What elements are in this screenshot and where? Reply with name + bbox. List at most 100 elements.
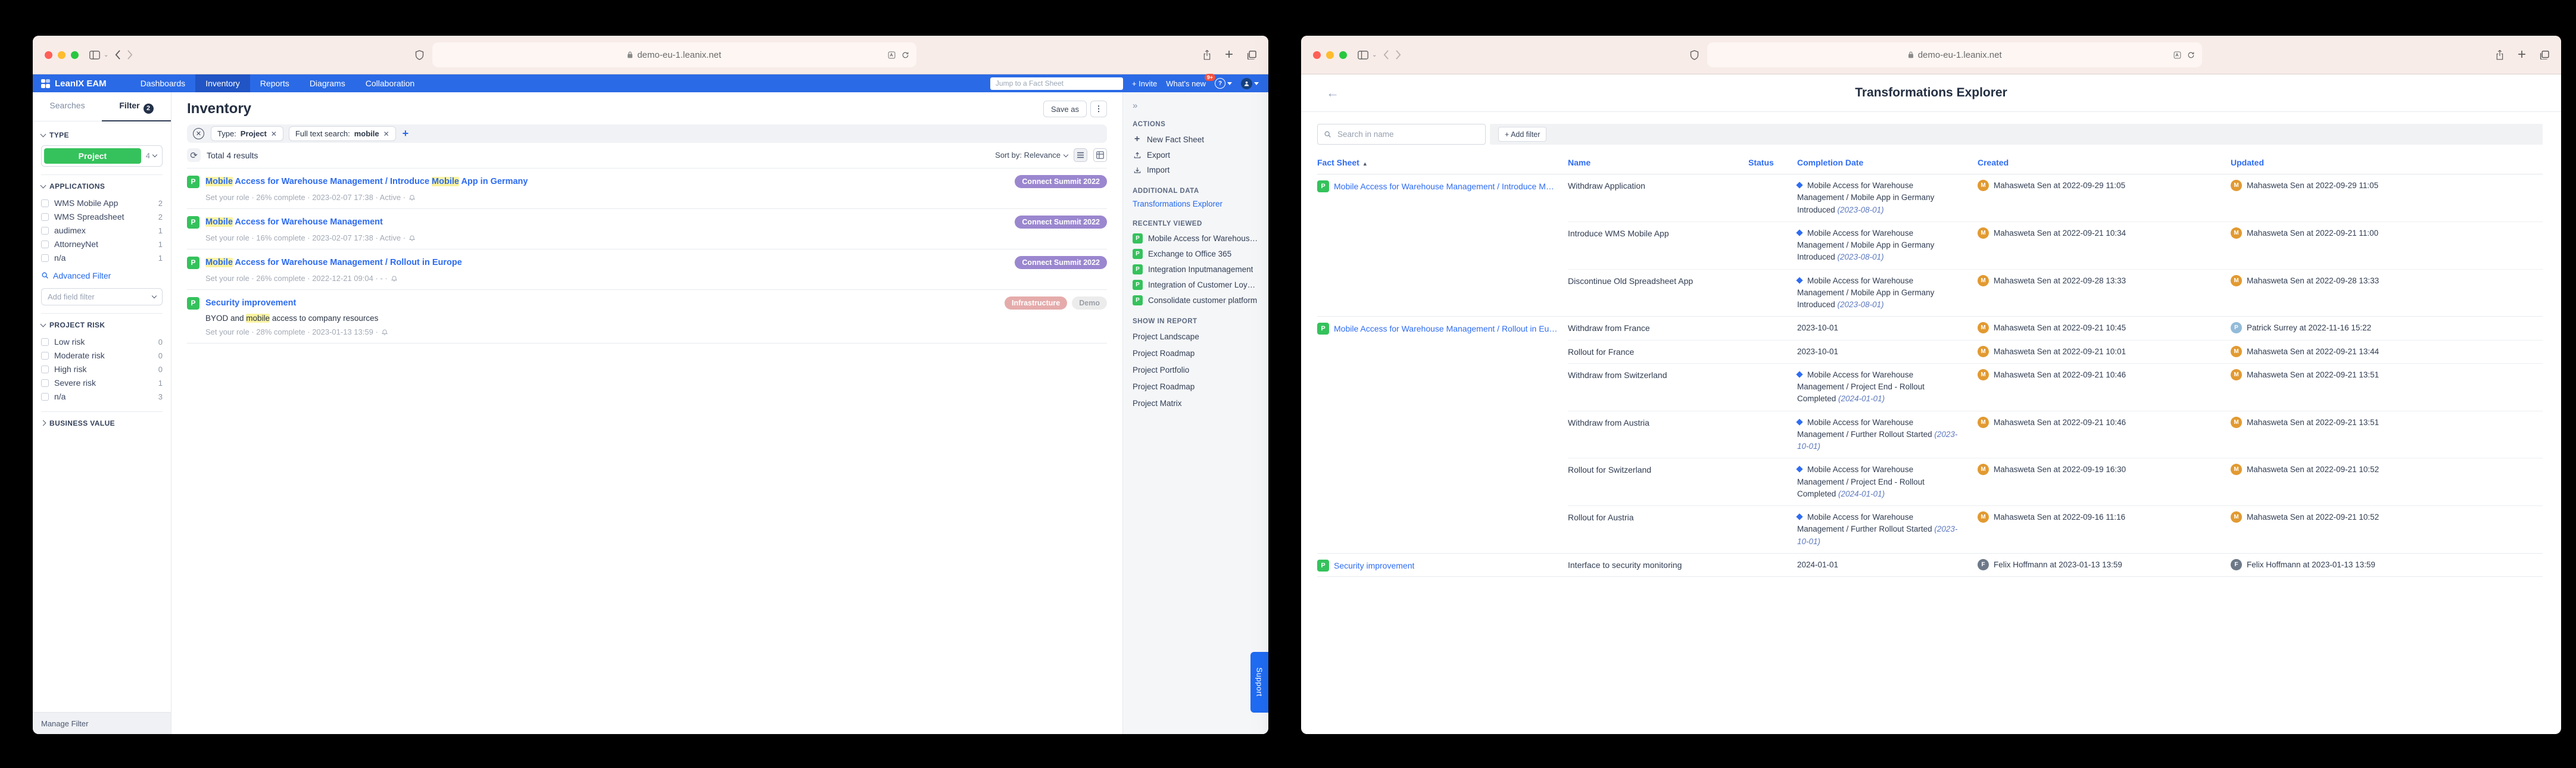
checkbox[interactable] xyxy=(41,338,49,346)
table-view-button[interactable] xyxy=(1093,148,1107,162)
type-project-pill[interactable]: Project xyxy=(44,148,141,164)
fact-sheet-link[interactable]: Mobile Access for Warehouse Management /… xyxy=(205,177,528,186)
new-tab-button[interactable]: + xyxy=(1224,46,1233,63)
share-icon[interactable] xyxy=(1202,49,1212,61)
column-header-fact-sheet[interactable]: Fact Sheet ▲ xyxy=(1317,158,1368,167)
sidebar-toggle-icon[interactable] xyxy=(1358,50,1368,60)
filter-option-applications[interactable]: n/a 1 xyxy=(41,251,163,265)
report-link[interactable]: Project Roadmap xyxy=(1133,382,1195,391)
shield-icon[interactable] xyxy=(415,49,424,60)
share-icon[interactable] xyxy=(2495,49,2505,61)
close-window-button[interactable] xyxy=(1313,51,1321,59)
type-filter-box[interactable]: Project 4 xyxy=(41,145,163,167)
nav-item-reports[interactable]: Reports xyxy=(260,79,289,88)
column-header-completion-date[interactable]: Completion Date xyxy=(1797,158,1864,167)
save-as-button[interactable]: Save as xyxy=(1043,101,1087,117)
zoom-window-button[interactable] xyxy=(1339,51,1347,59)
checkbox[interactable] xyxy=(41,240,49,248)
action-import[interactable]: Import xyxy=(1133,163,1260,177)
report-link[interactable]: Project Roadmap xyxy=(1133,348,1195,358)
user-menu[interactable] xyxy=(1241,77,1259,89)
report-link[interactable]: Project Portfolio xyxy=(1133,365,1190,374)
recently-viewed-item[interactable]: P Mobile Access for Warehouse M... xyxy=(1133,230,1260,246)
recently-viewed-item[interactable]: P Integration of Customer Loyalt... xyxy=(1133,277,1260,292)
translate-icon[interactable] xyxy=(2173,51,2181,59)
forward-button[interactable] xyxy=(1395,49,1402,60)
checkbox[interactable] xyxy=(41,199,49,207)
recently-viewed-item[interactable]: P Exchange to Office 365 xyxy=(1133,246,1260,261)
refresh-icon[interactable]: ⟳ xyxy=(187,148,201,162)
report-link[interactable]: Project Matrix xyxy=(1133,398,1182,408)
sidebar-tab-searches[interactable]: Searches xyxy=(49,101,85,110)
add-filter-button[interactable]: + Add filter xyxy=(1498,127,1547,142)
action-export[interactable]: Export xyxy=(1133,148,1260,163)
leanix-logo-icon[interactable] xyxy=(41,79,50,88)
nav-item-inventory[interactable]: Inventory xyxy=(195,74,250,92)
reload-icon[interactable] xyxy=(2187,51,2195,59)
nav-item-diagrams[interactable]: Diagrams xyxy=(309,79,345,88)
filter-option-project-risk[interactable]: Low risk 0 xyxy=(41,335,163,349)
checkbox[interactable] xyxy=(41,392,49,401)
filter-option-project-risk[interactable]: Moderate risk 0 xyxy=(41,349,163,363)
fact-sheet-search-input[interactable] xyxy=(990,77,1123,90)
add-field-filter-select[interactable]: Add field filter xyxy=(41,288,163,305)
zoom-window-button[interactable] xyxy=(71,51,79,59)
column-header-updated[interactable]: Updated xyxy=(2231,158,2264,167)
checkbox[interactable] xyxy=(41,379,49,387)
action-new-fact-sheet[interactable]: + New Fact Sheet xyxy=(1133,131,1260,148)
column-header-status[interactable]: Status xyxy=(1748,158,1774,167)
checkbox[interactable] xyxy=(41,213,49,221)
section-header-applications[interactable]: APPLICATIONS xyxy=(40,182,163,191)
back-button[interactable] xyxy=(114,49,121,60)
address-bar[interactable]: demo-eu-1.leanix.net xyxy=(1707,42,2203,67)
list-view-button[interactable] xyxy=(1074,148,1087,162)
forward-button[interactable] xyxy=(127,49,133,60)
section-header-business-value[interactable]: BUSINESS VALUE xyxy=(40,419,163,427)
manage-filter-link[interactable]: Manage Filter xyxy=(33,712,171,734)
invite-button[interactable]: + Invite xyxy=(1131,79,1158,88)
whats-new-button[interactable]: What's new 9+ xyxy=(1166,73,1215,88)
nav-item-collaboration[interactable]: Collaboration xyxy=(365,79,415,88)
checkbox[interactable] xyxy=(41,254,49,262)
nav-item-dashboards[interactable]: Dashboards xyxy=(140,79,186,88)
app-brand[interactable]: LeanIX EAM xyxy=(55,78,107,89)
collapse-panel-icon[interactable]: » xyxy=(1133,101,1138,111)
sidebar-tab-filter[interactable]: Filter 2 xyxy=(102,92,171,121)
fact-sheet-link[interactable]: Mobile Access for Warehouse Management /… xyxy=(205,258,462,267)
filter-pill[interactable]: Full text search: mobile ✕ xyxy=(288,126,396,141)
report-link[interactable]: Project Landscape xyxy=(1133,332,1199,341)
add-filter-button[interactable]: + xyxy=(402,127,409,139)
column-header-created[interactable]: Created xyxy=(1978,158,2009,167)
filter-option-project-risk[interactable]: Severe risk 1 xyxy=(41,376,163,390)
recently-viewed-item[interactable]: P Integration Inputmanagement xyxy=(1133,261,1260,277)
column-header-name[interactable]: Name xyxy=(1568,158,1591,167)
filter-option-project-risk[interactable]: n/a 3 xyxy=(41,390,163,404)
support-tab[interactable]: Support xyxy=(1250,652,1268,713)
close-window-button[interactable] xyxy=(45,51,52,59)
reload-icon[interactable] xyxy=(902,51,909,59)
minimize-window-button[interactable] xyxy=(58,51,66,59)
recently-viewed-item[interactable]: P Consolidate customer platform xyxy=(1133,292,1260,308)
tab-overview-icon[interactable] xyxy=(1246,50,1256,60)
fact-sheet-link[interactable]: Mobile Access for Warehouse Management /… xyxy=(1334,182,1558,191)
shield-icon[interactable] xyxy=(1690,49,1699,60)
back-arrow-icon[interactable]: ← xyxy=(1326,85,1339,100)
chevron-down-icon[interactable] xyxy=(152,152,158,158)
fact-sheet-link[interactable]: Mobile Access for Warehouse Management /… xyxy=(1334,324,1558,334)
fact-sheet-link[interactable]: Security improvement xyxy=(205,298,297,308)
chevron-down-icon[interactable]: ⌄ xyxy=(1372,51,1377,58)
section-header-project-risk[interactable]: PROJECT RISK xyxy=(40,321,163,329)
sidebar-toggle-icon[interactable] xyxy=(89,50,100,60)
filter-option-applications[interactable]: WMS Spreadsheet 2 xyxy=(41,210,163,224)
minimize-window-button[interactable] xyxy=(1326,51,1334,59)
fact-sheet-link[interactable]: Security improvement xyxy=(1334,560,1415,570)
more-options-button[interactable]: ⋮ xyxy=(1090,101,1107,117)
checkbox[interactable] xyxy=(41,365,49,373)
fact-sheet-link[interactable]: Mobile Access for Warehouse Management xyxy=(205,217,383,227)
checkbox[interactable] xyxy=(41,351,49,360)
remove-filter-icon[interactable]: ✕ xyxy=(270,129,277,138)
filter-option-project-risk[interactable]: High risk 0 xyxy=(41,363,163,376)
tab-overview-icon[interactable] xyxy=(2539,50,2549,60)
section-header-type[interactable]: TYPE xyxy=(40,131,163,139)
clear-all-filters-button[interactable]: ✕ xyxy=(193,128,204,139)
